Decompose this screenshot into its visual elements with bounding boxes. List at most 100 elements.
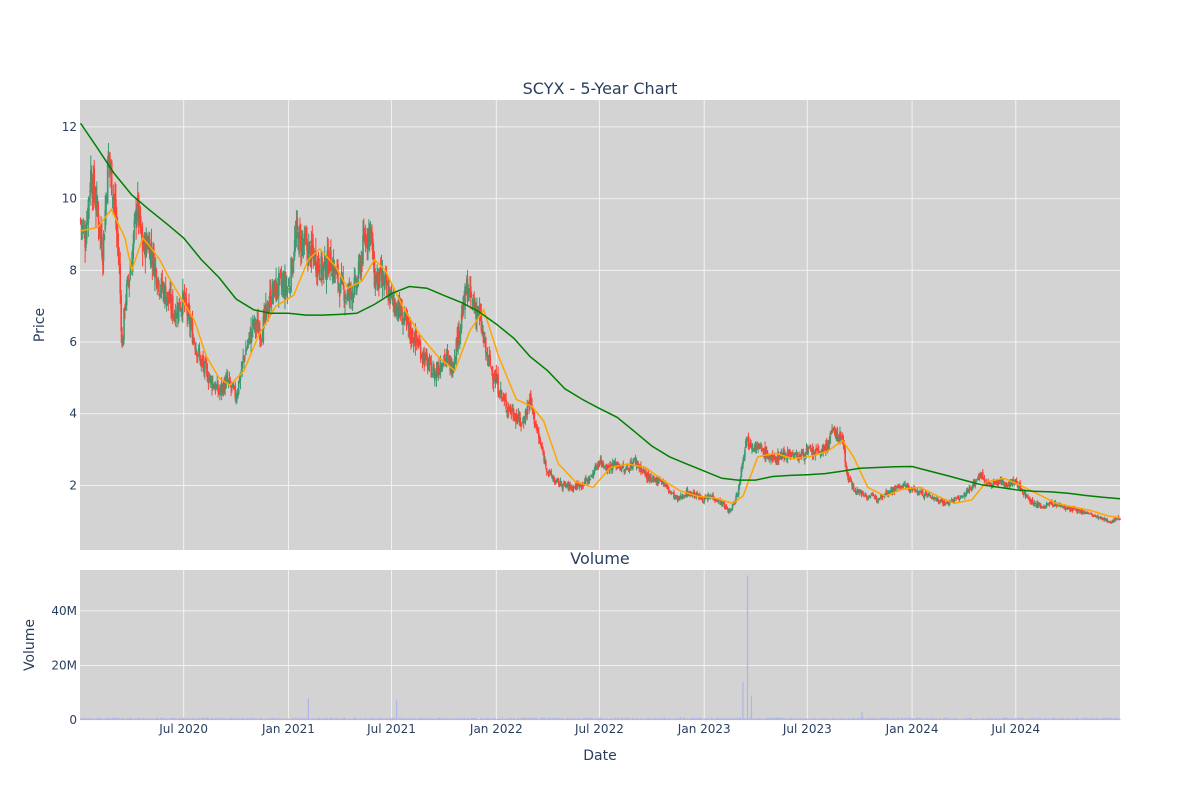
volume-bar [503, 718, 505, 720]
volume-bar [926, 717, 928, 720]
candle-body [328, 271, 330, 273]
volume-bar [202, 717, 204, 720]
volume-bar [391, 718, 393, 720]
candle-body [435, 368, 438, 378]
candle-body [944, 503, 947, 505]
volume-bar [765, 718, 767, 720]
candle-body [868, 496, 871, 498]
volume-bar [731, 718, 733, 720]
volume-bar [139, 718, 141, 720]
volume-bar [137, 717, 139, 720]
volume-bar [791, 718, 793, 720]
volume-bar [777, 717, 779, 720]
volume-bar [489, 718, 491, 720]
candle-body [968, 487, 971, 493]
candle-body [238, 377, 241, 382]
candle-body [556, 479, 559, 481]
volume-bar [785, 718, 787, 720]
candle-body [178, 298, 181, 311]
volume-bar [584, 717, 586, 720]
volume-bar [288, 719, 290, 720]
volume-bar [455, 718, 457, 720]
candle-body [810, 449, 813, 453]
x-tick-label: Jul 2024 [990, 722, 1040, 736]
volume-bar [904, 717, 906, 720]
candle-body [537, 432, 540, 439]
volume-bar [479, 718, 481, 720]
volume-bar [249, 717, 251, 720]
volume-bar [613, 717, 615, 720]
candle-body [1069, 507, 1071, 511]
candle-body [1006, 485, 1009, 487]
candle-body [749, 443, 752, 445]
candle-body [541, 446, 544, 450]
volume-bar [210, 718, 212, 720]
volume-bar [218, 718, 220, 720]
candle-body [905, 484, 907, 488]
candle-body [966, 490, 969, 492]
candle-body [1004, 482, 1007, 487]
candle-body [84, 235, 86, 248]
volume-bar [184, 718, 186, 720]
volume-bar [342, 717, 344, 720]
volume-bar [603, 718, 605, 720]
candle-body [574, 486, 577, 489]
candle-body [136, 195, 139, 208]
volume-bar [862, 717, 864, 720]
candle-body [324, 257, 327, 278]
volume-bar [228, 719, 230, 720]
volume-bar [923, 718, 925, 720]
volume-spike-bar [750, 695, 753, 720]
candle-body [439, 363, 442, 372]
candle-body [590, 474, 592, 478]
volume-bar [557, 718, 559, 720]
volume-bar [984, 718, 986, 720]
volume-bar [402, 717, 404, 720]
candle-body [417, 345, 419, 348]
candle-body [141, 227, 143, 240]
candle-body [154, 266, 157, 268]
volume-bar [358, 718, 360, 720]
candle-body [438, 366, 440, 374]
candle-body [825, 443, 827, 453]
volume-bar [206, 718, 208, 720]
volume-bar [488, 718, 490, 720]
candle-body [652, 477, 655, 480]
volume-bar [672, 718, 674, 720]
volume-bar [128, 718, 130, 720]
candle-body [312, 244, 314, 254]
volume-bar [463, 717, 465, 720]
candle-body [205, 365, 208, 369]
volume-bar [160, 718, 162, 720]
volume-bar [223, 717, 225, 720]
volume-bar [209, 718, 211, 720]
volume-bar [333, 719, 335, 720]
candle-body [980, 474, 982, 479]
candle-body [308, 241, 311, 244]
candle-body [859, 491, 862, 493]
volume-bar [577, 718, 579, 720]
candle-body [123, 308, 125, 340]
volume-bar [379, 717, 381, 720]
volume-bar [80, 718, 82, 720]
candle-body [130, 267, 132, 275]
candle-body [851, 482, 853, 487]
candle-body [1041, 506, 1044, 508]
candle-body [671, 492, 673, 494]
volume-bar [348, 719, 350, 720]
candle-body [317, 254, 320, 269]
candle-body [724, 506, 727, 508]
candle-body [703, 497, 706, 503]
volume-bar [324, 718, 326, 720]
volume-bar [201, 718, 203, 720]
candle-body [858, 491, 860, 493]
candle-body [587, 477, 590, 484]
candle-body [305, 238, 307, 241]
price-candles [79, 142, 1121, 524]
volume-bar [115, 717, 117, 720]
volume-bar [96, 717, 98, 720]
volume-bar [295, 717, 297, 720]
volume-bar [540, 718, 542, 720]
candle-body [265, 304, 267, 319]
candle-body [363, 237, 366, 242]
